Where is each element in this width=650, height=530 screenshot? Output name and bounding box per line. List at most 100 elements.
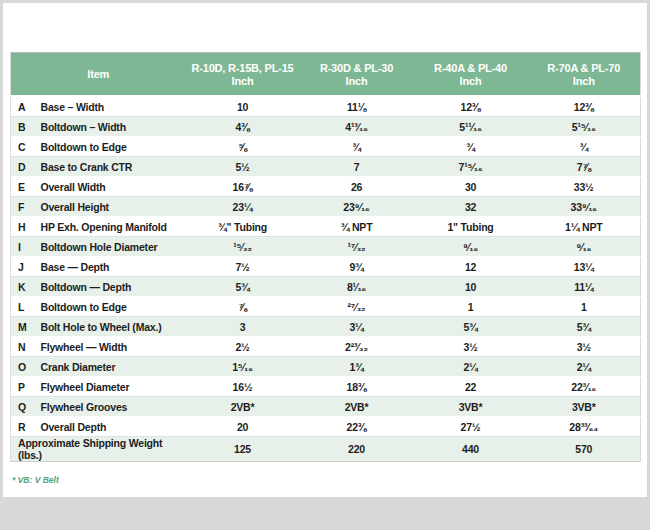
spec-table-wrap: Item R-10D, R-15B, PL-15 Inch R-30D & PL… bbox=[10, 52, 640, 462]
row-value: ¹⁷⁄₃₂ bbox=[300, 237, 414, 257]
row-value: 16⅞ bbox=[186, 177, 300, 197]
table-row: ROverall Depth2022⅜27½28³³⁄₆₄ bbox=[11, 417, 641, 437]
row-value: 2²³⁄₃₂ bbox=[300, 337, 414, 357]
row-value: 12 bbox=[414, 257, 528, 277]
row-item: Boltdown – Width bbox=[37, 117, 186, 137]
row-value: ⅝ bbox=[186, 137, 300, 157]
row-letter: I bbox=[11, 237, 37, 257]
row-value: 11¼ bbox=[528, 277, 641, 297]
row-letter: E bbox=[11, 177, 37, 197]
shipping-weight-value: 125 bbox=[186, 437, 300, 462]
row-item: Base to Crank CTR bbox=[37, 157, 186, 177]
table-row: KBoltdown — Depth5¾8¹⁄₁₆1011¼ bbox=[11, 277, 641, 297]
row-value: 2VB* bbox=[186, 397, 300, 417]
shipping-weight-value: 440 bbox=[414, 437, 528, 462]
col-header-r10d: R-10D, R-15B, PL-15 Inch bbox=[186, 53, 300, 97]
row-value: ¹⁵⁄₃₂ bbox=[186, 237, 300, 257]
row-value: 22⅜ bbox=[300, 417, 414, 437]
table-row: IBoltdown Hole Diameter¹⁵⁄₃₂¹⁷⁄₃₂⁹⁄₁₆⁹⁄₁… bbox=[11, 237, 641, 257]
row-value: 27½ bbox=[414, 417, 528, 437]
row-value: 16½ bbox=[186, 377, 300, 397]
table-row: LBoltdown to Edge⅞²⁷⁄₃₂11 bbox=[11, 297, 641, 317]
col-header-r40a: R-40A & PL-40 Inch bbox=[414, 53, 528, 97]
shipping-weight-value: 220 bbox=[300, 437, 414, 462]
row-value: 3½ bbox=[528, 337, 641, 357]
table-row: JBase — Depth7½9¾1213¼ bbox=[11, 257, 641, 277]
row-item: Crank Diameter bbox=[37, 357, 186, 377]
table-row: FOverall Height23¼23⁹⁄₁₆3233⁹⁄₁₆ bbox=[11, 197, 641, 217]
table-row: HHP Exh. Opening Manifold¾" Tubing¾ NPT1… bbox=[11, 217, 641, 237]
shipping-weight-label: Approximate Shipping Weight (lbs.) bbox=[11, 437, 186, 462]
row-value: 3¼ bbox=[300, 317, 414, 337]
row-value: 1¼ NPT bbox=[528, 217, 641, 237]
row-item: Boltdown Hole Diameter bbox=[37, 237, 186, 257]
row-value: 1 bbox=[414, 297, 528, 317]
row-item: Flywheel Grooves bbox=[37, 397, 186, 417]
spec-sheet-page: { "table": { "columns": [ {"line1": "Ite… bbox=[0, 0, 650, 530]
row-value: 22³⁄₁₆ bbox=[528, 377, 641, 397]
row-value: 33½ bbox=[528, 177, 641, 197]
row-value: 5¾ bbox=[528, 317, 641, 337]
row-item: Boltdown to Edge bbox=[37, 297, 186, 317]
dimensions-spec-table: Item R-10D, R-15B, PL-15 Inch R-30D & PL… bbox=[10, 52, 641, 462]
header-row: Item R-10D, R-15B, PL-15 Inch R-30D & PL… bbox=[11, 53, 641, 97]
row-item: Base — Depth bbox=[37, 257, 186, 277]
row-item: Flywheel Diameter bbox=[37, 377, 186, 397]
row-value: 1" Tubing bbox=[414, 217, 528, 237]
row-letter: K bbox=[11, 277, 37, 297]
table-row: OCrank Diameter1⁵⁄₁₆1¾2¼2¼ bbox=[11, 357, 641, 377]
row-value: 5½ bbox=[186, 157, 300, 177]
row-value: ¾ bbox=[414, 137, 528, 157]
row-letter: F bbox=[11, 197, 37, 217]
row-letter: R bbox=[11, 417, 37, 437]
row-value: ¾" Tubing bbox=[186, 217, 300, 237]
row-value: 11⅛ bbox=[300, 96, 414, 117]
row-letter: J bbox=[11, 257, 37, 277]
row-value: ¾ bbox=[528, 137, 641, 157]
table-row: DBase to Crank CTR5½77¹⁵⁄₁₆7⅞ bbox=[11, 157, 641, 177]
col-header-item-label: Item bbox=[11, 67, 186, 81]
content-panel: Item R-10D, R-15B, PL-15 Inch R-30D & PL… bbox=[3, 3, 647, 497]
row-value: 1¾ bbox=[300, 357, 414, 377]
row-value: ⁹⁄₁₆ bbox=[414, 237, 528, 257]
row-value: 10 bbox=[186, 96, 300, 117]
row-item: Overall Height bbox=[37, 197, 186, 217]
row-letter: C bbox=[11, 137, 37, 157]
col-header-r30d: R-30D & PL-30 Inch bbox=[300, 53, 414, 97]
row-value: 10 bbox=[414, 277, 528, 297]
row-value: ¾ bbox=[300, 137, 414, 157]
table-row: BBoltdown – Width4⅜4¹³⁄₁₆5¹¹⁄₁₆5¹⁵⁄₁₆ bbox=[11, 117, 641, 137]
row-value: 9¾ bbox=[300, 257, 414, 277]
row-item: Overall Width bbox=[37, 177, 186, 197]
row-letter: N bbox=[11, 337, 37, 357]
row-value: ²⁷⁄₃₂ bbox=[300, 297, 414, 317]
row-value: ⅞ bbox=[186, 297, 300, 317]
table-row: EOverall Width16⅞263033½ bbox=[11, 177, 641, 197]
row-value: 1 bbox=[528, 297, 641, 317]
row-value: 22 bbox=[414, 377, 528, 397]
row-value: 23¼ bbox=[186, 197, 300, 217]
shipping-weight-value: 570 bbox=[528, 437, 641, 462]
row-item: Flywheel — Width bbox=[37, 337, 186, 357]
table-row: NFlywheel — Width2½2²³⁄₃₂3½3½ bbox=[11, 337, 641, 357]
shipping-weight-row: Approximate Shipping Weight (lbs.) 125 2… bbox=[11, 437, 641, 462]
row-value: 1⁵⁄₁₆ bbox=[186, 357, 300, 377]
row-value: ¾ NPT bbox=[300, 217, 414, 237]
table-row: ABase – Width1011⅛12⅜12⅜ bbox=[11, 96, 641, 117]
row-value: 7¹⁵⁄₁₆ bbox=[414, 157, 528, 177]
table-row: QFlywheel Grooves2VB*2VB*3VB*3VB* bbox=[11, 397, 641, 417]
row-value: 13¼ bbox=[528, 257, 641, 277]
row-letter: O bbox=[11, 357, 37, 377]
row-value: 7½ bbox=[186, 257, 300, 277]
col-header-item: Item bbox=[11, 53, 186, 97]
row-letter: H bbox=[11, 217, 37, 237]
row-letter: D bbox=[11, 157, 37, 177]
row-value: 26 bbox=[300, 177, 414, 197]
row-value: 20 bbox=[186, 417, 300, 437]
row-item: Base – Width bbox=[37, 96, 186, 117]
row-value: 2½ bbox=[186, 337, 300, 357]
row-value: 3VB* bbox=[414, 397, 528, 417]
row-item: Boltdown to Edge bbox=[37, 137, 186, 157]
table-row: MBolt Hole to Wheel (Max.)33¼5¾5¾ bbox=[11, 317, 641, 337]
row-item: Boltdown — Depth bbox=[37, 277, 186, 297]
